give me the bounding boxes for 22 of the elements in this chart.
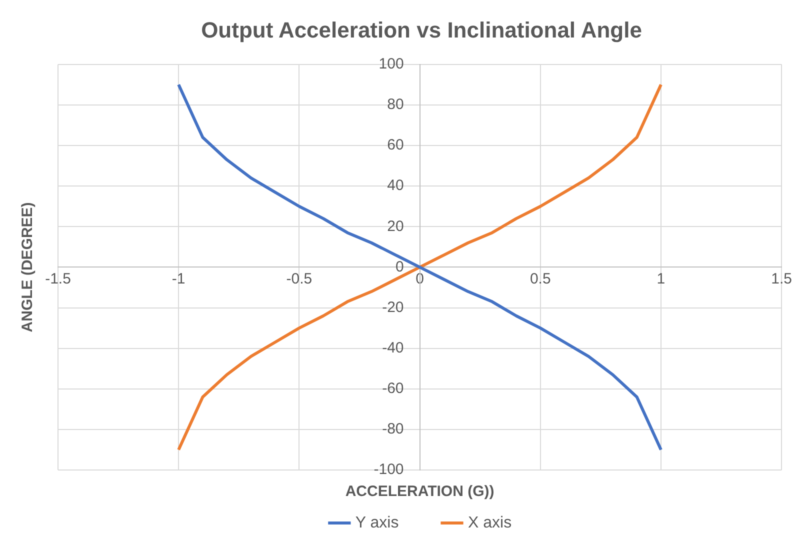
x-tick-label: 0.5 <box>530 270 551 288</box>
y-tick-label: 40 <box>387 177 404 194</box>
y-tick-label: -100 <box>374 461 404 478</box>
x-axis-title: ACCELERATION (G)) <box>345 483 494 500</box>
y-tick-label: -60 <box>382 380 404 398</box>
y-tick-label: -80 <box>382 420 404 438</box>
y-tick-label: 60 <box>387 136 404 154</box>
legend-label: Y axis <box>355 514 399 532</box>
y-axis-title: ANGLE (DEGREE) <box>19 202 36 332</box>
x-tick-label: 1.5 <box>771 270 792 288</box>
y-tick-label: -40 <box>382 339 404 356</box>
x-tick-label: 1 <box>656 270 666 288</box>
legend-label: X axis <box>468 514 512 532</box>
x-tick-label: -1 <box>172 270 186 288</box>
y-tick-label: -20 <box>382 298 404 316</box>
y-tick-label: 20 <box>387 218 404 235</box>
x-tick-label: -1.5 <box>45 270 71 288</box>
y-tick-label: 100 <box>378 56 404 73</box>
x-tick-label: -0.5 <box>286 270 312 288</box>
y-tick-label: 80 <box>387 96 404 114</box>
chart-title: Output Acceleration vs Inclinational Angle <box>201 17 642 42</box>
y-tick-label: 0 <box>395 258 404 276</box>
